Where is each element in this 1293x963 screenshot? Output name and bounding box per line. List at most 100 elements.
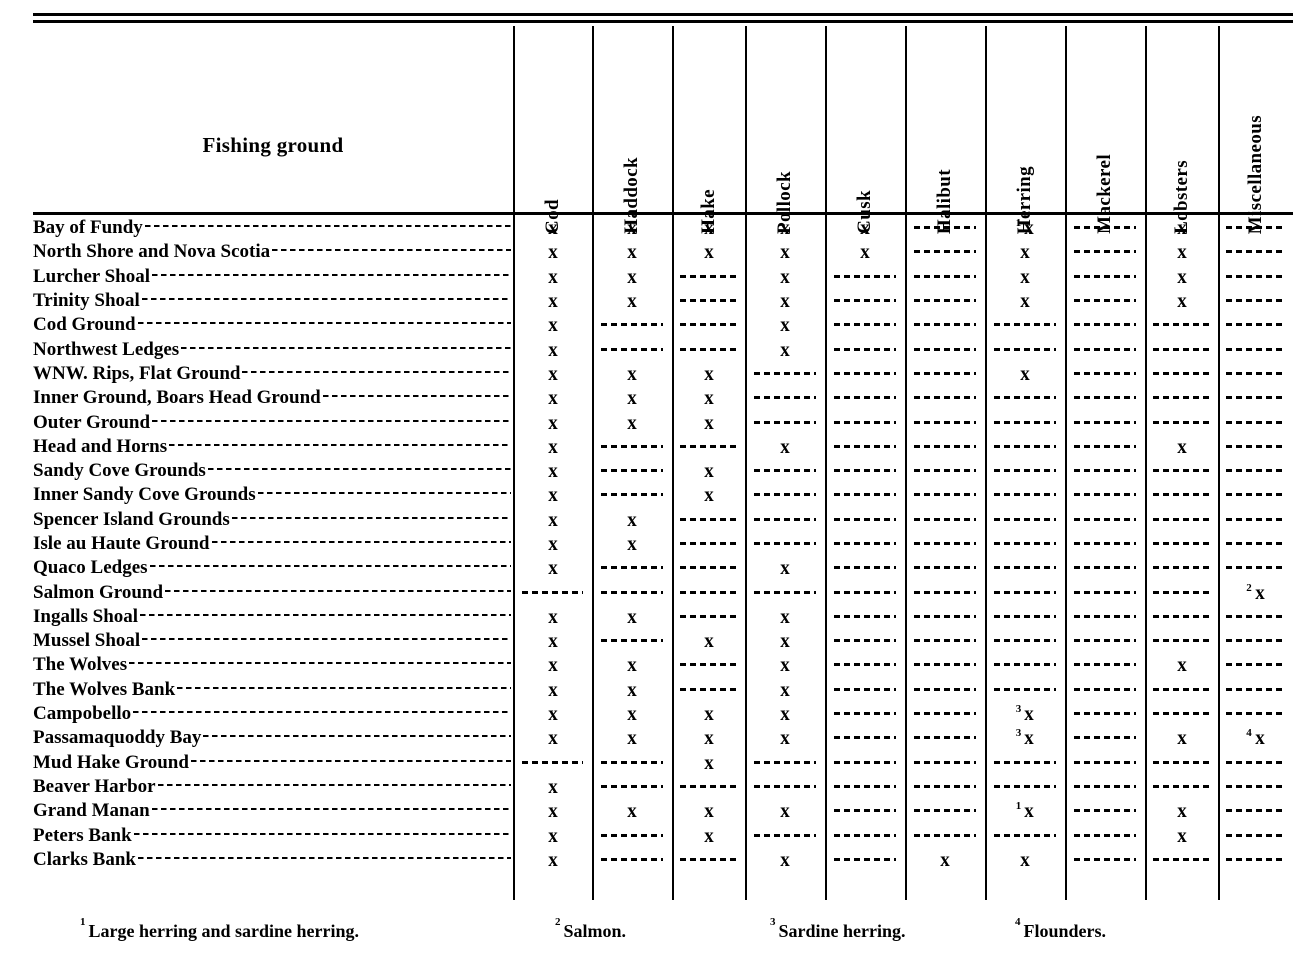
presence-mark: x bbox=[547, 557, 558, 580]
empty-dash bbox=[1073, 250, 1137, 255]
presence-mark: x bbox=[547, 387, 558, 410]
presence-mark: x bbox=[1176, 435, 1187, 458]
cell-cod: x bbox=[513, 702, 592, 726]
cell-miscellaneous bbox=[1218, 605, 1293, 629]
row-label-text: Spencer Island Grounds bbox=[33, 508, 230, 530]
empty-dash bbox=[993, 444, 1057, 449]
cell-lobsters: x bbox=[1145, 799, 1218, 823]
cell-cod bbox=[513, 751, 592, 775]
row-label-quaco-ledges: Quaco Ledges bbox=[33, 556, 511, 580]
row-label-text: Outer Ground bbox=[33, 411, 151, 433]
cell-mackerel bbox=[1065, 532, 1145, 556]
cell-halibut bbox=[905, 483, 985, 507]
empty-dash bbox=[913, 590, 977, 595]
cell-mackerel bbox=[1065, 435, 1145, 459]
cell-herring bbox=[985, 823, 1065, 847]
column-header-haddock: Haddock bbox=[592, 52, 672, 238]
empty-dash bbox=[1073, 444, 1137, 449]
row-label-the-wolves-bank: The Wolves Bank bbox=[33, 678, 511, 702]
cell-haddock bbox=[592, 751, 672, 775]
empty-dash bbox=[833, 469, 897, 474]
cell-haddock bbox=[592, 459, 672, 483]
cell-mackerel bbox=[1065, 799, 1145, 823]
cell-cod: x bbox=[513, 508, 592, 532]
dot-leader bbox=[190, 759, 511, 764]
cell-pollock bbox=[745, 362, 825, 386]
empty-dash bbox=[833, 760, 897, 765]
empty-dash bbox=[833, 712, 897, 717]
presence-mark: x bbox=[547, 703, 558, 726]
empty-dash bbox=[680, 614, 737, 619]
cell-pollock bbox=[745, 483, 825, 507]
dot-leader bbox=[181, 346, 511, 351]
presence-mark: x bbox=[547, 484, 558, 507]
empty-dash bbox=[913, 274, 977, 279]
empty-dash bbox=[680, 542, 737, 546]
empty-dash bbox=[600, 833, 664, 838]
cell-hake bbox=[672, 532, 745, 556]
row-label-text: Campobello bbox=[33, 703, 132, 725]
empty-dash bbox=[680, 299, 737, 304]
presence-mark: x bbox=[780, 630, 790, 653]
empty-dash bbox=[680, 784, 737, 789]
empty-dash bbox=[913, 760, 977, 765]
cell-haddock bbox=[592, 556, 672, 580]
footnote-marker: 3 bbox=[770, 916, 776, 928]
cell-miscellaneous bbox=[1218, 775, 1293, 799]
empty-dash bbox=[993, 614, 1057, 619]
cell-pollock: x bbox=[745, 605, 825, 629]
cell-hake: x bbox=[672, 799, 745, 823]
cell-halibut bbox=[905, 653, 985, 677]
dot-leader bbox=[133, 832, 511, 837]
presence-mark: x bbox=[1020, 848, 1030, 871]
footnote-text: Large herring and sardine herring. bbox=[88, 921, 360, 941]
table-row: Beaver Harbor x bbox=[0, 775, 1293, 799]
cell-mackerel bbox=[1065, 386, 1145, 410]
cell-pollock bbox=[745, 386, 825, 410]
cell-cusk bbox=[825, 337, 905, 361]
cell-cusk bbox=[825, 823, 905, 847]
row-label-text: Head and Horns bbox=[33, 435, 168, 457]
presence-mark: x bbox=[703, 241, 714, 264]
presence-mark: x bbox=[780, 338, 790, 361]
footnote-1: 1 Large herring and sardine herring. bbox=[80, 916, 360, 942]
dot-leader bbox=[165, 589, 511, 594]
dot-leader bbox=[140, 613, 511, 618]
cell-haddock bbox=[592, 435, 672, 459]
presence-mark: x bbox=[547, 314, 558, 337]
cell-lobsters: x bbox=[1145, 265, 1218, 289]
presence-mark: x bbox=[1255, 581, 1265, 604]
table-row: Bay of Fundy x x x x x 1 x x bbox=[0, 216, 1293, 240]
empty-dash bbox=[1073, 226, 1137, 231]
cell-miscellaneous bbox=[1218, 313, 1293, 337]
footnote-marker: 3 bbox=[1015, 727, 1022, 740]
empty-dash bbox=[913, 396, 977, 401]
empty-dash bbox=[1153, 371, 1210, 376]
empty-dash bbox=[753, 590, 817, 595]
cell-cod: x bbox=[513, 823, 592, 847]
dot-leader bbox=[322, 395, 511, 400]
cell-hake bbox=[672, 678, 745, 702]
empty-dash bbox=[833, 493, 897, 498]
cell-lobsters: x bbox=[1145, 240, 1218, 264]
table-row: Cod Ground x x bbox=[0, 313, 1293, 337]
cell-halibut bbox=[905, 751, 985, 775]
presence-mark: x bbox=[703, 824, 714, 847]
presence-mark: x bbox=[627, 362, 637, 385]
footnote-text: Sardine herring. bbox=[778, 921, 906, 941]
presence-mark: x bbox=[1020, 290, 1030, 313]
cell-herring bbox=[985, 751, 1065, 775]
empty-dash bbox=[753, 469, 817, 474]
table-row: The Wolves Bank x x x bbox=[0, 678, 1293, 702]
empty-dash bbox=[1073, 347, 1137, 352]
presence-mark: x bbox=[1176, 654, 1187, 677]
cell-lobsters: x bbox=[1145, 726, 1218, 750]
row-label-text: The Wolves bbox=[33, 654, 128, 676]
dot-leader bbox=[177, 686, 511, 691]
row-label-mud-hake-ground: Mud Hake Ground bbox=[33, 751, 511, 775]
cell-mackerel bbox=[1065, 362, 1145, 386]
empty-dash bbox=[1073, 760, 1137, 765]
empty-dash bbox=[680, 323, 737, 328]
presence-mark: x bbox=[627, 265, 637, 288]
